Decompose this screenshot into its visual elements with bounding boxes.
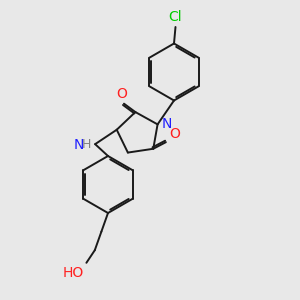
Text: O: O [169, 127, 180, 141]
Text: O: O [116, 87, 127, 101]
Text: N: N [161, 117, 172, 131]
Text: N: N [74, 138, 84, 152]
Text: Cl: Cl [169, 10, 182, 24]
Text: H: H [82, 138, 92, 151]
Text: HO: HO [63, 266, 84, 280]
